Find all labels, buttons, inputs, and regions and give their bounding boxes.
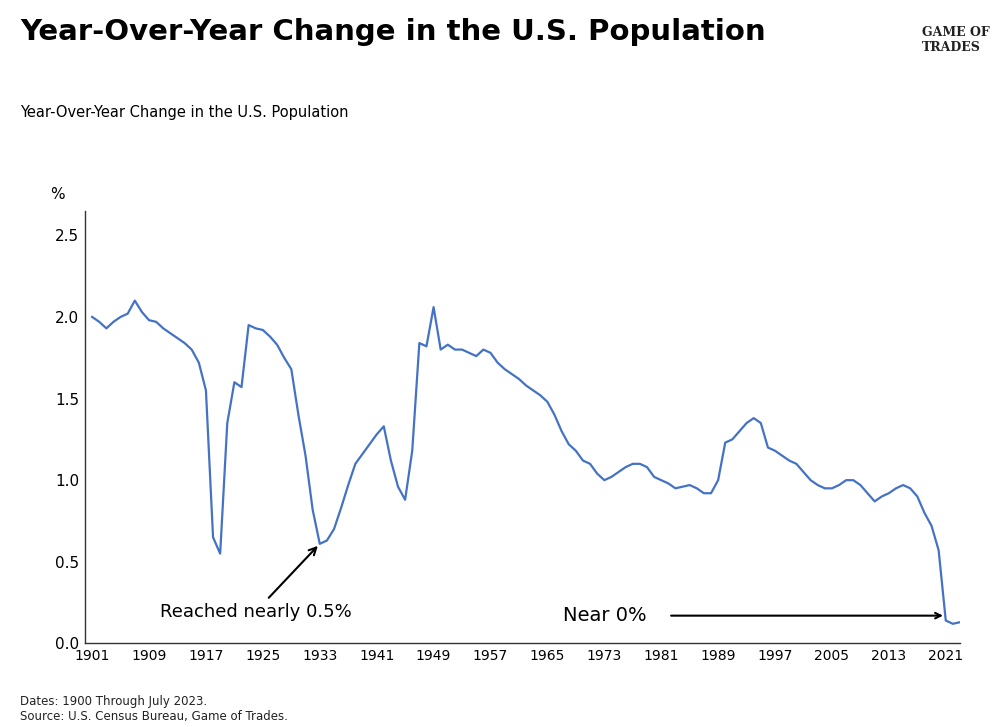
Text: Year-Over-Year Change in the U.S. Population: Year-Over-Year Change in the U.S. Popula… (20, 105, 349, 121)
Text: Reached nearly 0.5%: Reached nearly 0.5% (160, 547, 352, 621)
Text: Near 0%: Near 0% (563, 606, 647, 625)
Text: Dates: 1900 Through July 2023.
Source: U.S. Census Bureau, Game of Trades.: Dates: 1900 Through July 2023. Source: U… (20, 695, 288, 723)
Text: G: G (845, 18, 846, 19)
Text: %: % (50, 187, 65, 202)
Text: Year-Over-Year Change in the U.S. Population: Year-Over-Year Change in the U.S. Popula… (20, 18, 766, 47)
Text: GAME OF
TRADES: GAME OF TRADES (922, 26, 990, 54)
